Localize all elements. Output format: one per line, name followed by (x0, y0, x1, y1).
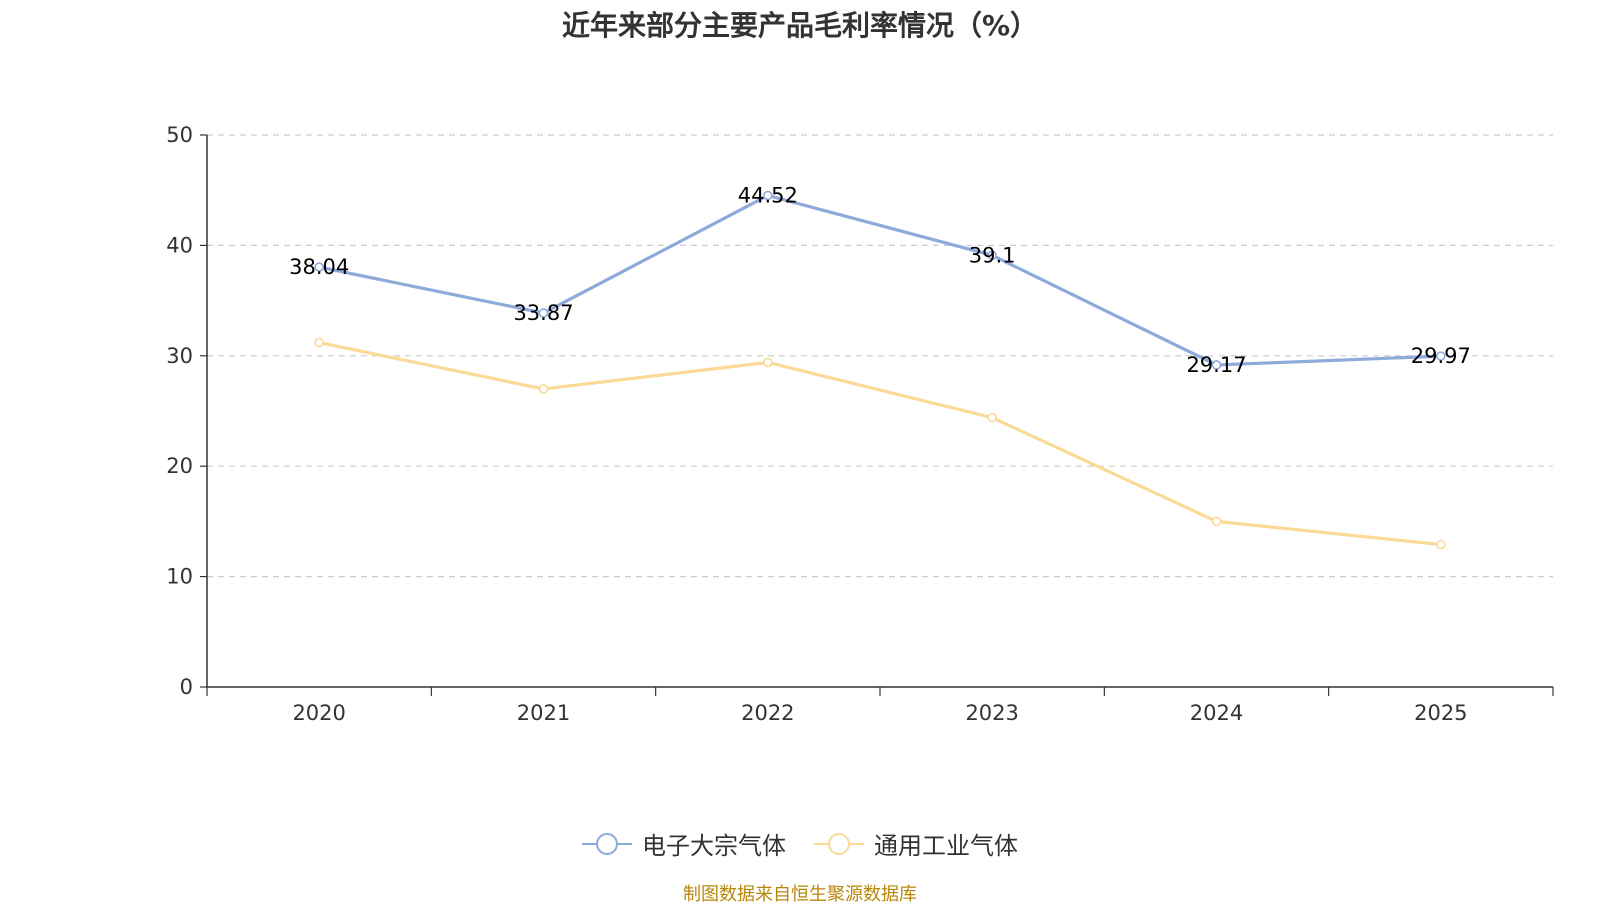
data-point-s0-2020[interactable] (314, 262, 324, 272)
legend: 电子大宗气体 通用工业气体 (0, 826, 1600, 861)
series-line-1 (318, 340, 1441, 547)
legend-item-industrial-gas[interactable]: 通用工业气体 (814, 826, 1018, 861)
series-line-0 (318, 193, 1441, 367)
data-point-s1-2025[interactable] (1436, 539, 1446, 550)
x-tick-label-2025: 2025 (1414, 701, 1467, 725)
chart-title: 近年来部分主要产品毛利率情况（%） (561, 9, 1039, 42)
legend-label-industrial-gas: 通用工业气体 (874, 832, 1018, 860)
data-label-s0-2021: 33.87 (513, 301, 573, 325)
y-tick-label: 0 (180, 675, 193, 699)
data-point-s1-2024[interactable] (1211, 516, 1222, 527)
data-point-s1-2022[interactable] (763, 357, 773, 368)
data-label-s0-2024: 29.17 (1186, 353, 1246, 377)
x-tick-label-2023: 2023 (965, 701, 1018, 725)
data-point-s0-2024[interactable] (1211, 360, 1222, 370)
data-point-s1-2021[interactable] (538, 384, 549, 394)
y-tick-label: 10 (166, 565, 193, 589)
x-tick-label-2020: 2020 (292, 701, 345, 725)
y-tick-label: 30 (166, 344, 193, 368)
data-point-s1-2020[interactable] (314, 337, 324, 348)
x-tick-label-2021: 2021 (517, 701, 570, 725)
legend-swatch-electronic-bulk-gas (582, 832, 632, 855)
legend-item-electronic-bulk-gas[interactable]: 电子大宗气体 (582, 826, 786, 861)
y-tick-label: 50 (166, 123, 193, 147)
y-tick-label: 20 (166, 454, 193, 478)
data-point-s0-2023[interactable] (987, 250, 997, 261)
legend-label-electronic-bulk-gas: 电子大宗气体 (642, 832, 786, 860)
data-point-s0-2021[interactable] (538, 308, 549, 318)
data-point-s1-2023[interactable] (987, 412, 997, 423)
data-point-s0-2025[interactable] (1436, 351, 1446, 361)
legend-swatch-industrial-gas (814, 832, 864, 855)
data-label-s0-2022: 44.52 (738, 183, 798, 207)
data-source-note: 制图数据来自恒生聚源数据库 (683, 884, 917, 905)
data-label-s0-2020: 38.04 (289, 255, 349, 279)
x-tick-label-2024: 2024 (1190, 701, 1243, 725)
data-label-s0-2023: 39.1 (969, 243, 1016, 267)
y-tick-label: 40 (166, 233, 193, 257)
data-point-s0-2022[interactable] (763, 190, 773, 201)
x-tick-label-2022: 2022 (741, 701, 794, 725)
data-label-s0-2025: 29.97 (1411, 344, 1471, 368)
